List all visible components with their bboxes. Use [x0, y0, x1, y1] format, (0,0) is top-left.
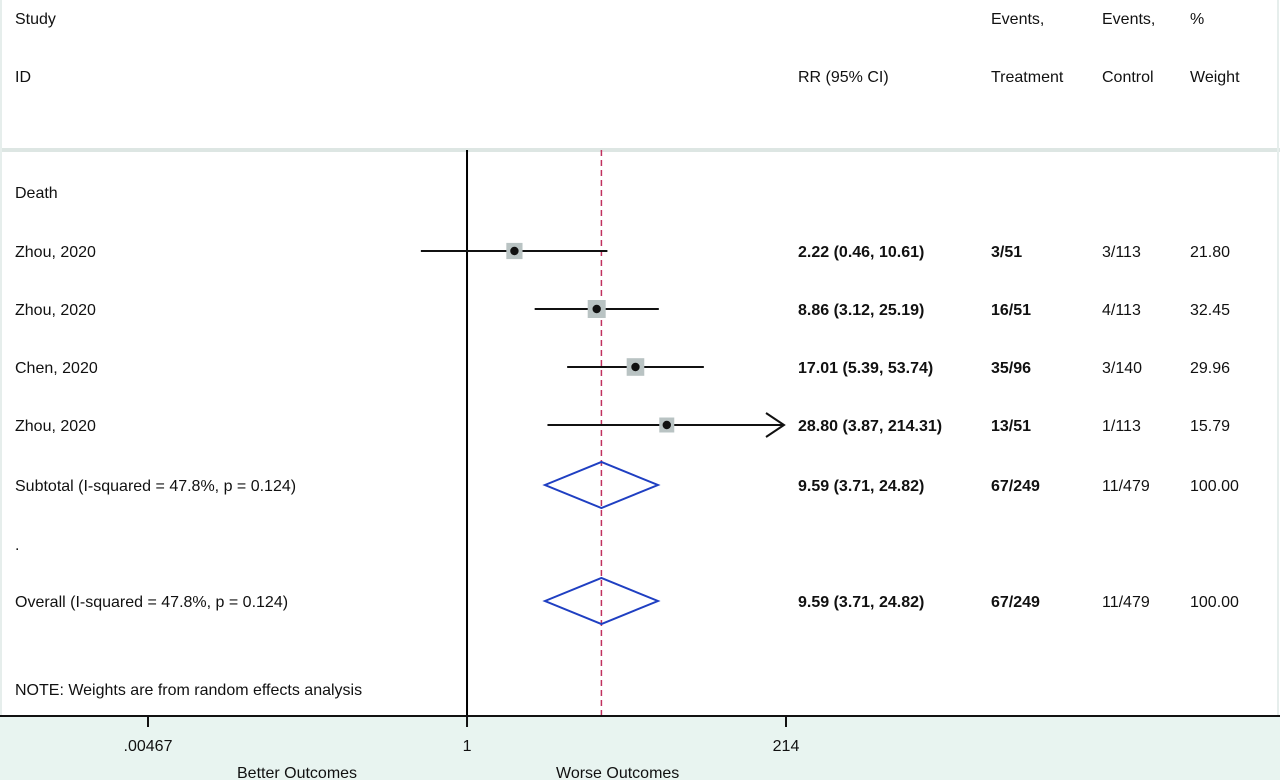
footer-band	[0, 716, 1280, 780]
subtotal-label: Subtotal (I-squared = 47.8%, p = 0.124)	[15, 478, 296, 495]
control-events-0: 3/113	[1102, 244, 1141, 261]
treatment-events-2: 35/96	[991, 360, 1031, 377]
rr-ci-3: 28.80 (3.87, 214.31)	[798, 418, 942, 435]
x-tick-label-0: .00467	[124, 738, 173, 755]
subtotal-treatment-events: 67/249	[991, 478, 1040, 495]
study-label-3: Zhou, 2020	[15, 418, 96, 435]
table-layer: Zhou, 2020 2.22 (0.46, 10.61) 3/51 3/113 21.…	[15, 244, 1239, 611]
x-tick-label-1: 1	[463, 738, 472, 755]
rr-ci-1: 8.86 (3.12, 25.19)	[798, 302, 924, 319]
header-weight-2: Weight	[1190, 69, 1240, 86]
overall-label: Overall (I-squared = 47.8%, p = 0.124)	[15, 594, 288, 611]
rr-ci-0: 2.22 (0.46, 10.61)	[798, 244, 924, 261]
point-estimate-1	[592, 304, 601, 314]
header-rr: RR (95% CI)	[798, 69, 889, 86]
subtotal-control-events: 11/479	[1102, 478, 1150, 495]
point-estimate-0	[510, 246, 519, 256]
weight-1: 32.45	[1190, 302, 1230, 319]
study-label-2: Chen, 2020	[15, 360, 98, 377]
study-label-1: Zhou, 2020	[15, 302, 96, 319]
treatment-events-0: 3/51	[991, 244, 1022, 261]
study-label-0: Zhou, 2020	[15, 244, 96, 261]
header-events-control-2: Control	[1102, 69, 1154, 86]
x-tick-label-2: 214	[773, 738, 800, 755]
header-events-treatment-1: Events,	[991, 11, 1044, 28]
weight-3: 15.79	[1190, 418, 1230, 435]
header-id: ID	[15, 69, 31, 86]
header-events-control-1: Events,	[1102, 11, 1155, 28]
marks-layer	[420, 242, 786, 626]
subtotal-rr-ci: 9.59 (3.71, 24.82)	[798, 478, 924, 495]
control-events-1: 4/113	[1102, 302, 1141, 319]
point-estimate-2	[631, 362, 640, 372]
header-study: Study	[15, 11, 56, 28]
note: NOTE: Weights are from random effects an…	[15, 682, 362, 699]
footer-worse-label: Worse Outcomes	[556, 765, 679, 780]
subtotal-diamond	[542, 460, 661, 510]
control-events-3: 1/113	[1102, 418, 1141, 435]
axis-layer: .00467 1 214	[0, 150, 1280, 755]
weight-0: 21.80	[1190, 244, 1230, 261]
weight-2: 29.96	[1190, 360, 1230, 377]
header-events-treatment-2: Treatment	[991, 69, 1064, 86]
ci-arrow-3	[765, 412, 786, 438]
overall-diamond	[542, 576, 661, 626]
overall-rr-ci: 9.59 (3.71, 24.82)	[798, 594, 924, 611]
treatment-events-3: 13/51	[991, 418, 1031, 435]
dot-row: .	[15, 537, 19, 554]
treatment-events-1: 16/51	[991, 302, 1031, 319]
subtotal-weight: 100.00	[1190, 478, 1239, 495]
overall-weight: 100.00	[1190, 594, 1239, 611]
control-events-2: 3/140	[1102, 360, 1142, 377]
overall-treatment-events: 67/249	[991, 594, 1040, 611]
rr-ci-2: 17.01 (5.39, 53.74)	[798, 360, 933, 377]
group-label: Death	[15, 185, 58, 202]
point-estimate-3	[662, 420, 671, 430]
footer-better-label: Better Outcomes	[237, 765, 357, 780]
overall-control-events: 11/479	[1102, 594, 1150, 611]
header-weight-1: %	[1190, 11, 1204, 28]
plot-background	[0, 0, 1280, 716]
